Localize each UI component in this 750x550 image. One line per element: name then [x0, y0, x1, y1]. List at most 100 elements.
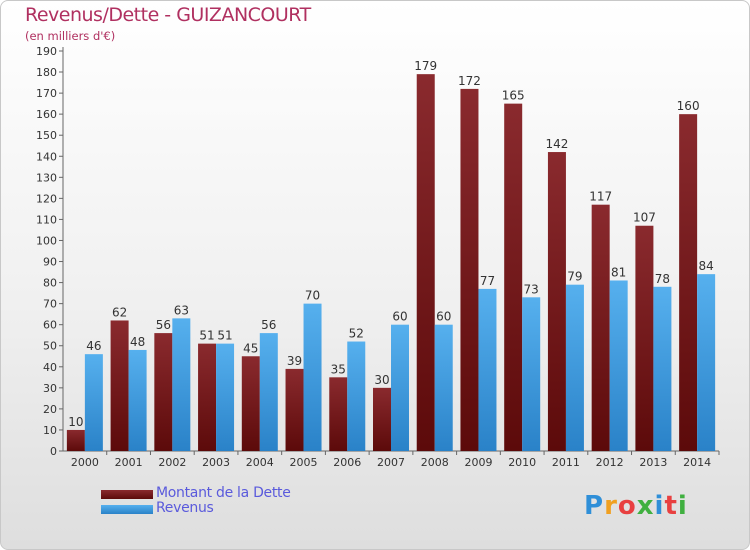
x-axis: 2000 2001 2002 2003 2004 2005 2006 2007 2008 2009…	[63, 450, 720, 469]
data-label-bar-dette-2009: 172	[458, 74, 481, 88]
data-label-bar-revenus-2004: 56	[261, 318, 276, 332]
data-label-bar-revenus-2012: 81	[611, 265, 626, 279]
bar-revenus-2003	[216, 343, 235, 451]
x-tick-label: 2009	[464, 456, 492, 469]
y-tick-label: 150	[36, 129, 57, 142]
data-label-bar-revenus-2000: 46	[86, 339, 101, 353]
y-tick-label: 30	[43, 382, 57, 395]
x-tick-label: 2000	[71, 456, 99, 469]
data-label-bar-revenus-2003: 51	[217, 329, 232, 343]
bar-dette-2012	[591, 204, 610, 451]
y-tick-label: 10	[43, 424, 57, 437]
data-label-bar-revenus-2007: 60	[392, 310, 407, 324]
x-tick-label: 2004	[246, 456, 274, 469]
x-tick-label: 2013	[639, 456, 667, 469]
bar-dette-2014	[679, 114, 698, 451]
y-tick-label: 160	[36, 108, 57, 121]
data-label-bar-dette-2007: 30	[374, 373, 389, 387]
data-label-bar-dette-2004: 45	[243, 341, 258, 355]
data-label-bar-revenus-2008: 60	[436, 310, 451, 324]
data-label-bar-dette-2002: 56	[156, 318, 171, 332]
bar-dette-2004	[241, 356, 260, 451]
data-label-bar-dette-2003: 51	[199, 329, 214, 343]
chart-subtitle: (en milliers d'€)	[25, 29, 116, 43]
bar-revenus-2006	[347, 341, 366, 451]
data-label-bar-revenus-2014: 84	[698, 259, 713, 273]
data-label-bar-dette-2012: 117	[589, 190, 612, 204]
x-tick-label: 2002	[158, 456, 186, 469]
data-label-bar-revenus-2005: 70	[305, 289, 320, 303]
data-label-bar-revenus-2006: 52	[349, 327, 364, 341]
bar-dette-2001	[110, 320, 129, 451]
bar-revenus-2005	[303, 303, 322, 451]
legend-label-debt: Montant de la Dette	[156, 485, 291, 501]
bar-dette-2008	[416, 74, 435, 451]
data-label-bar-dette-2014: 160	[677, 99, 700, 113]
bars	[66, 74, 716, 452]
data-label-bar-dette-2000: 10	[68, 415, 83, 429]
data-label-bar-revenus-2001: 48	[130, 335, 145, 349]
y-tick-label: 60	[43, 319, 57, 332]
x-tick-label: 2003	[202, 456, 230, 469]
y-tick-label: 80	[43, 277, 57, 290]
legend-label-revenus: Revenus	[156, 500, 214, 516]
bar-dette-2005	[285, 368, 304, 451]
bar-revenus-2009	[478, 288, 497, 451]
bar-dette-2011	[547, 152, 566, 452]
bar-revenus-2007	[391, 324, 409, 451]
bar-dette-2003	[198, 343, 217, 451]
data-label-bar-dette-2006: 35	[331, 362, 346, 376]
data-label-bar-revenus-2010: 73	[524, 282, 539, 296]
y-tick-label: 100	[36, 234, 57, 247]
y-tick-label: 50	[43, 340, 57, 353]
x-tick-label: 2006	[333, 456, 361, 469]
bar-revenus-2001	[128, 349, 147, 451]
y-tick-label: 90	[43, 256, 57, 269]
bar-dette-2009	[460, 88, 479, 451]
x-tick-label: 2001	[115, 456, 143, 469]
y-tick-label: 180	[36, 66, 57, 79]
bar-revenus-2004	[259, 333, 278, 451]
data-label-bar-revenus-2002: 63	[174, 303, 189, 317]
bar-revenus-2010	[522, 297, 541, 451]
y-tick-label: 170	[36, 87, 57, 100]
x-tick-label: 2005	[290, 456, 318, 469]
bar-dette-2007	[373, 387, 391, 451]
bar-revenus-2011	[565, 284, 584, 451]
y-tick-label: 70	[43, 298, 57, 311]
x-tick-label: 2012	[596, 456, 624, 469]
y-tick-label: 190	[36, 45, 57, 58]
y-tick-label: 120	[36, 192, 57, 205]
bar-dette-2006	[329, 377, 348, 451]
y-tick-label: 0	[50, 445, 57, 458]
x-tick-label: 2007	[377, 456, 405, 469]
y-tick-label: 140	[36, 150, 57, 163]
y-tick-label: 110	[36, 213, 57, 226]
bar-dette-2000	[66, 429, 85, 451]
bar-dette-2013	[635, 225, 654, 451]
data-label-bar-dette-2013: 107	[633, 211, 656, 225]
data-label-bar-dette-2005: 39	[287, 354, 302, 368]
data-label-bar-dette-2001: 62	[112, 305, 127, 319]
y-tick-label: 40	[43, 361, 57, 374]
x-tick-label: 2008	[421, 456, 449, 469]
x-tick-label: 2010	[508, 456, 536, 469]
data-label-bar-revenus-2013: 78	[655, 272, 670, 286]
data-label-bar-dette-2010: 165	[502, 89, 525, 103]
bar-dette-2002	[154, 333, 173, 451]
bar-revenus-2002	[172, 318, 191, 451]
bar-revenus-2013	[653, 286, 672, 451]
bar-dette-2010	[504, 103, 523, 451]
proxiti-logo: Proxiti	[584, 491, 688, 521]
bar-revenus-2008	[434, 324, 453, 451]
bar-revenus-2012	[609, 280, 628, 451]
legend-swatch-debt	[101, 490, 153, 499]
legend-swatch-revenus	[101, 505, 153, 514]
x-tick-label: 2014	[683, 456, 711, 469]
data-label-bar-dette-2008: 179	[414, 59, 437, 73]
bar-revenus-2000	[84, 354, 103, 451]
bar-revenus-2014	[697, 274, 716, 451]
